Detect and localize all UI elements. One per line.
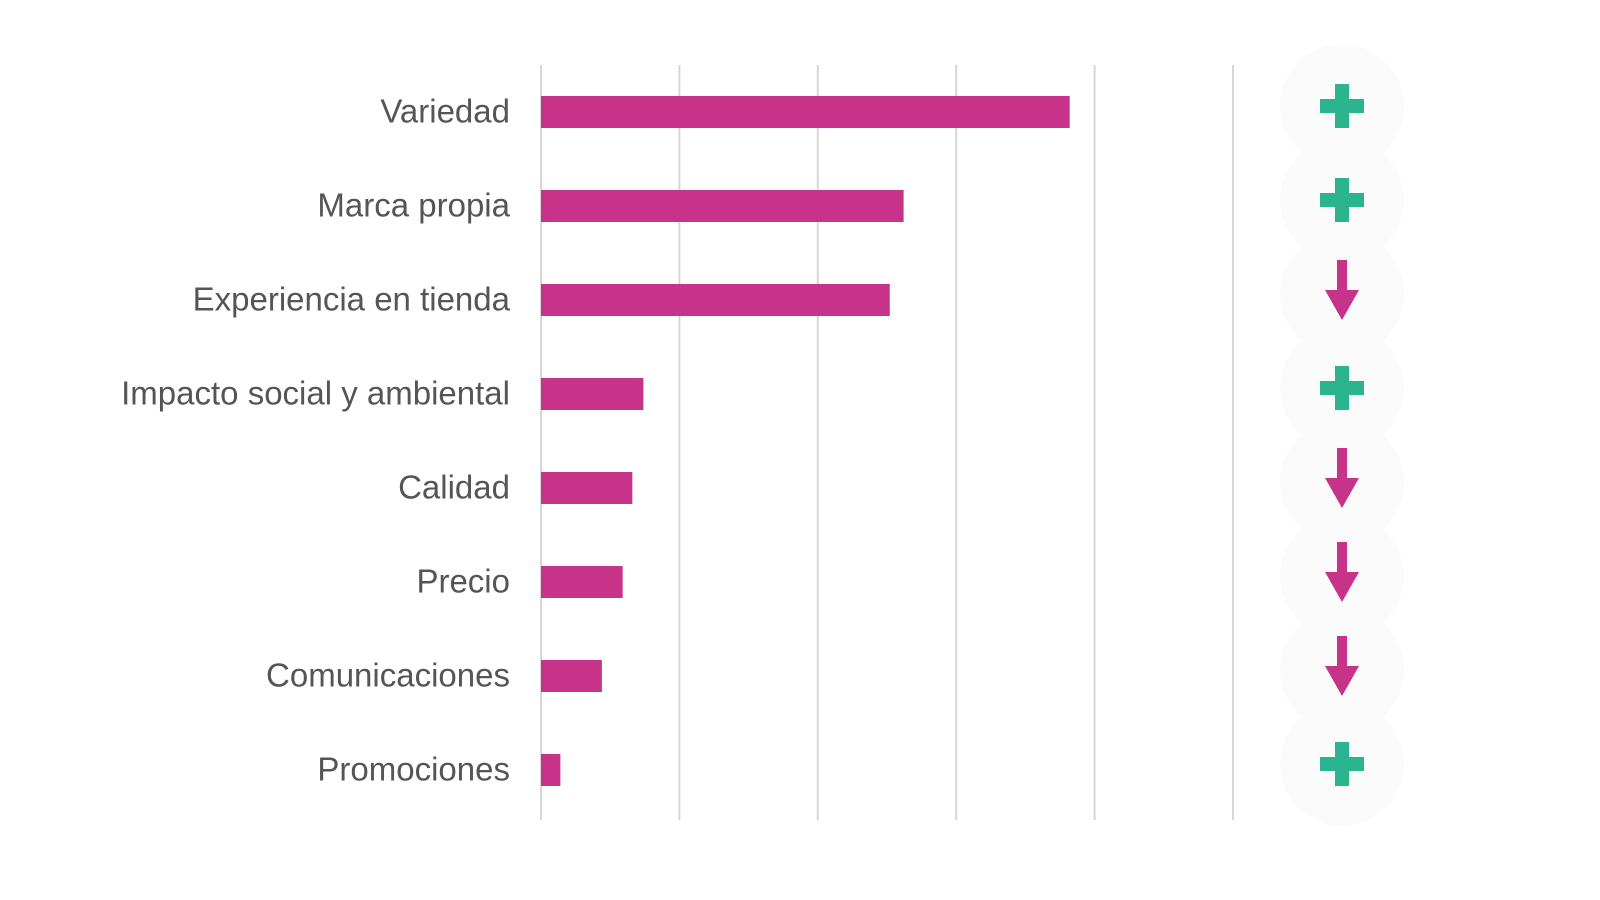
down-arrow-icon	[1325, 636, 1359, 696]
down-arrow-icon	[1325, 260, 1359, 320]
bar	[541, 96, 1070, 128]
bar	[541, 472, 633, 504]
category-label: Impacto social y ambiental	[121, 375, 510, 412]
category-label: Marca propia	[317, 187, 510, 224]
category-label: Calidad	[398, 469, 510, 506]
plus-icon	[1320, 366, 1364, 410]
bar	[541, 190, 904, 222]
bar	[541, 754, 561, 786]
plus-icon	[1320, 742, 1364, 786]
down-arrow-icon	[1325, 542, 1359, 602]
bar	[541, 378, 644, 410]
category-label: Comunicaciones	[266, 657, 510, 694]
category-label: Experiencia en tienda	[193, 281, 511, 318]
down-arrow-icon	[1325, 448, 1359, 508]
category-label: Variedad	[380, 93, 510, 130]
bar	[541, 660, 602, 692]
category-label: Precio	[416, 563, 510, 600]
plus-icon	[1320, 84, 1364, 128]
bar	[541, 284, 890, 316]
category-label: Promociones	[317, 751, 510, 788]
bar	[541, 566, 623, 598]
plus-icon	[1320, 178, 1364, 222]
